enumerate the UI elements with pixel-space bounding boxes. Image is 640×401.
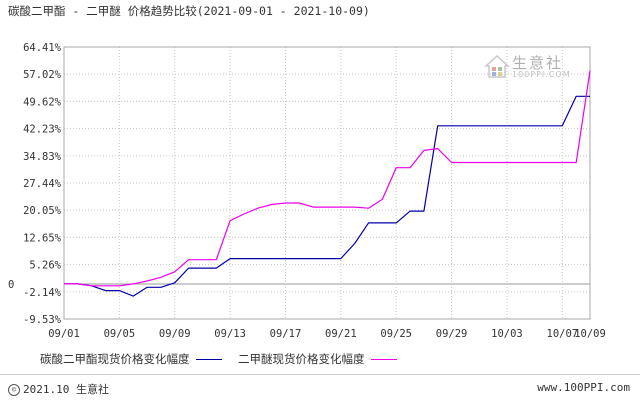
legend: 碳酸二甲酯现货价格变化幅度 二甲醚现货价格变化幅度 [0,348,640,368]
y-tick-label: -9.53% [23,314,62,326]
grid-layer [63,46,591,320]
x-tick-label: 09/29 [436,328,468,340]
plot-frame [63,46,591,320]
chart-canvas: 64.41% 57.02% 49.62% 42.23% 34.83% 27.44% 20.0… [8,42,606,340]
watermark-text: 生意社 [512,54,564,72]
y-tick-label: -2.14% [23,287,62,299]
x-tick-label: 09/17 [270,328,302,340]
title-series-b: 二甲醚 [86,4,121,18]
x-tick-label: 09/05 [104,328,136,340]
legend-item-series-a: 碳酸二甲酯现货价格变化幅度 [40,351,222,367]
footer-site-link[interactable]: www.100PPI.com [537,381,630,394]
y-tick-label: 42.23% [23,124,62,136]
watermark: 生意社 100PPI.COM [484,52,570,86]
y-tick-label: 27.44% [23,178,62,190]
title-suffix: 价格趋势比较 [120,4,197,18]
x-tick-label: 09/09 [159,328,191,340]
axis-layer [63,46,591,320]
x-tick-label: 09/21 [325,328,357,340]
x-tick-label: 10/07 [547,328,579,340]
y-tick-label: 34.83% [23,151,62,163]
y-tick-label: 20.05% [23,205,62,217]
watermark-subtext: 100PPI.COM [512,70,571,79]
footer: © 2021.10 生意社 www.100PPI.com [0,374,640,401]
series-line-b [64,70,591,287]
x-tick-label: 09/01 [48,328,80,340]
legend-item-series-b: 二甲醚现货价格变化幅度 [238,351,397,367]
legend-swatch-series-a [195,359,222,360]
zero-label: 0 [8,279,14,291]
y-tick-label: 57.02% [23,69,62,81]
y-tick-label: 49.62% [23,96,62,108]
y-tick-label: 5.26% [29,260,61,272]
title-range: (2021-09-01 - 2021-10-09) [196,4,370,18]
copyright-icon: © [8,384,20,396]
x-tick-label: 10/03 [491,328,523,340]
x-tick-label: 09/13 [214,328,246,340]
chart-title: 碳酸二甲酯 - 二甲醚 价格趋势比较(2021-09-01 - 2021-10-… [8,3,370,19]
legend-label-series-a: 碳酸二甲酯现货价格变化幅度 [40,352,190,366]
y-tick-label: 64.41% [23,42,62,54]
x-tick-label: 09/25 [380,328,412,340]
title-separator: - [65,4,87,18]
title-series-a: 碳酸二甲酯 [8,4,66,18]
legend-swatch-series-b [370,359,397,360]
series-layer [64,70,591,297]
legend-label-series-b: 二甲醚现货价格变化幅度 [238,352,365,366]
footer-left: © 2021.10 生意社 [8,381,109,397]
y-tick-label: 12.65% [23,232,62,244]
house-logo-icon [484,54,510,78]
series-line-a [64,95,590,297]
footer-left-text: 2021.10 生意社 [23,383,109,396]
x-tick-label: 10/09 [574,328,606,340]
label-layer: 64.41% 57.02% 49.62% 42.23% 34.83% 27.44% 20.0… [8,42,606,340]
